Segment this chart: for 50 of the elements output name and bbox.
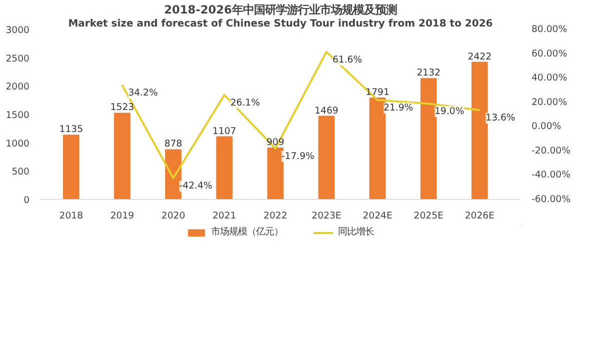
data-label: 878 [164, 138, 182, 150]
data-label: -42.4% [179, 180, 212, 192]
y2-tick-label: 0.00% [532, 121, 562, 132]
chart-subtitle: Market size and forecast of Chinese Study Tour industry from 2018 to 2026 [68, 18, 493, 30]
y2-tick-label: 40.00% [532, 72, 568, 84]
x-tick-label: 2026E [464, 210, 495, 222]
y-tick-label: 3000 [6, 25, 30, 36]
y2-tick-label: 60.00% [532, 48, 568, 60]
y2-tick-label: 20.00% [532, 96, 568, 108]
y-tick-label: 500 [12, 166, 30, 178]
data-label: 34.2% [128, 88, 158, 99]
y2-tick-label: 80.00% [532, 24, 568, 35]
chart-title: 2018-2026年中国研学游行业市场规模及预测 [164, 2, 397, 16]
bar [318, 116, 335, 200]
legend-label: 市场规模（亿元） [211, 226, 283, 238]
y2-tick-label: -20.00% [532, 145, 571, 156]
data-label: 61.6% [332, 54, 362, 66]
data-label: 19.0% [434, 106, 464, 118]
x-tick-label: 2019 [110, 210, 134, 222]
x-tick-label: 2018 [59, 210, 84, 222]
bar [471, 62, 488, 200]
data-label: 26.1% [230, 97, 260, 108]
bar [62, 134, 80, 200]
bar [420, 78, 437, 200]
bar [369, 98, 386, 200]
y2-tick-label: -40.00% [532, 170, 571, 181]
x-tick-label: 2022 [264, 210, 288, 222]
data-label: 1469 [314, 105, 338, 116]
data-label: 21.9% [384, 102, 414, 114]
bar [216, 136, 232, 200]
data-label: 1523 [110, 102, 134, 114]
data-label: 2422 [468, 51, 492, 62]
x-tick-label: 2024E [362, 210, 392, 222]
x-tick-label: 2025E [414, 210, 444, 222]
data-label: 2132 [416, 68, 440, 79]
x-tick-label: 2020 [161, 210, 186, 222]
y-tick-label: 1000 [6, 138, 30, 150]
data-label: 1135 [59, 124, 84, 136]
data-label: 13.6% [486, 112, 516, 124]
x-tick-label: 2021 [212, 210, 236, 222]
x-tick-label: 2023E [312, 210, 342, 222]
y-tick-label: 2000 [6, 82, 30, 93]
y-tick-label: 0 [24, 195, 30, 206]
legend-label: 同比增长 [338, 226, 374, 238]
bar [114, 112, 130, 200]
y-tick-label: 2500 [6, 53, 30, 64]
y-tick-label: 1500 [6, 110, 30, 121]
data-label: -17.9% [281, 150, 315, 162]
data-label: 1107 [212, 126, 236, 137]
y2-tick-label: -60.00% [532, 194, 571, 205]
